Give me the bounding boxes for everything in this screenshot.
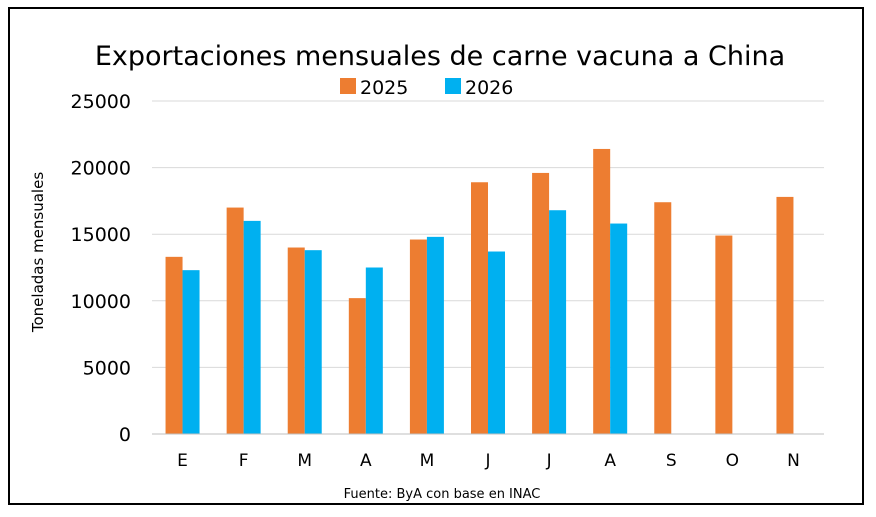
x-tick-label: A <box>604 451 616 471</box>
bar-2025-0 <box>165 256 183 434</box>
x-tick-label: S <box>666 451 677 471</box>
legend-label-2026: 2026 <box>465 77 513 99</box>
x-tick-label: J <box>484 451 490 471</box>
bar-2025-6 <box>532 172 550 435</box>
x-tick-label: N <box>787 451 800 471</box>
legend: 2025 2026 <box>340 77 513 99</box>
x-tick-label: M <box>420 451 435 471</box>
y-tick-label: 20000 <box>71 158 131 180</box>
bar-2025-8 <box>654 202 672 434</box>
y-tick-label: 5000 <box>83 357 131 379</box>
bar-2026-7 <box>610 223 628 434</box>
legend-swatch-2025 <box>340 78 356 94</box>
bar-2025-2 <box>287 247 305 434</box>
x-tick-label: F <box>239 451 249 471</box>
bar-2025-7 <box>593 148 611 434</box>
y-tick-label: 0 <box>119 424 131 446</box>
legend-label-2025: 2025 <box>360 77 408 99</box>
bar-2026-2 <box>304 250 322 434</box>
bar-2025-9 <box>715 235 733 434</box>
x-tick-label: M <box>297 451 312 471</box>
bar-2025-10 <box>776 196 794 434</box>
bar-chart: Exportaciones mensuales de carne vacuna … <box>29 41 824 502</box>
source-note: Fuente: ByA con base en INAC <box>344 487 541 502</box>
bar-2025-3 <box>348 298 366 434</box>
y-tick-label: 15000 <box>71 224 131 246</box>
chart-frame: Exportaciones mensuales de carne vacuna … <box>8 7 864 505</box>
bar-2025-1 <box>226 207 244 434</box>
bar-2026-1 <box>243 220 261 434</box>
bar-2026-4 <box>426 236 444 434</box>
bar-2025-5 <box>471 182 488 434</box>
bar-2026-5 <box>488 251 505 434</box>
y-tick-label: 25000 <box>71 91 131 113</box>
bar-2026-3 <box>365 267 383 434</box>
legend-swatch-2026 <box>445 78 461 94</box>
x-tick-label: E <box>177 451 188 471</box>
bar-2026-0 <box>182 270 200 434</box>
y-tick-label: 10000 <box>71 291 131 313</box>
y-axis-label: Toneladas mensuales <box>29 172 47 333</box>
y-axis-ticks: 0 5000 10000 15000 20000 25000 <box>71 91 131 446</box>
bar-2026-6 <box>549 210 567 434</box>
x-tick-label: O <box>726 451 739 471</box>
chart-title: Exportaciones mensuales de carne vacuna … <box>95 41 785 72</box>
bar-2025-4 <box>409 239 427 434</box>
x-tick-label: J <box>546 451 552 471</box>
x-tick-label: A <box>360 451 372 471</box>
bars <box>165 148 794 435</box>
